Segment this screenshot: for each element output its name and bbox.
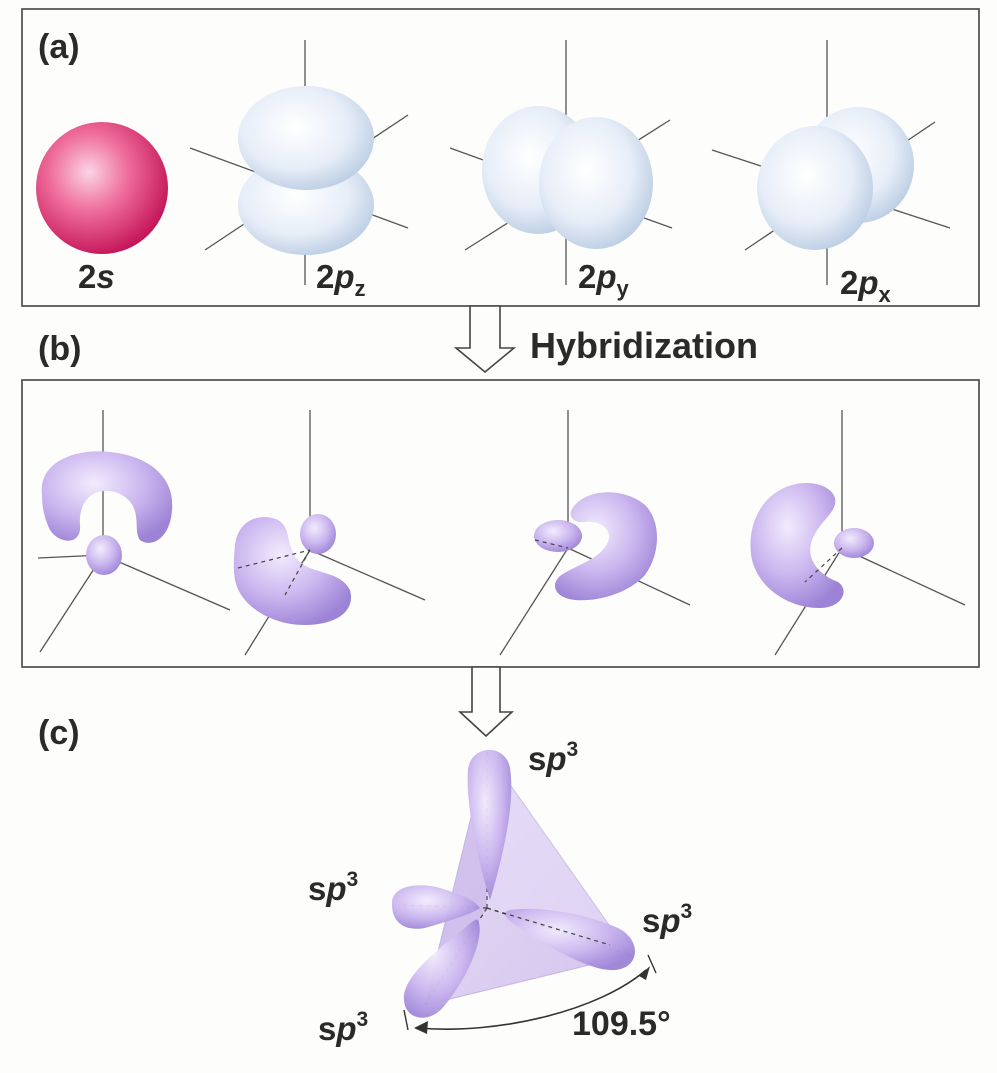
combine-arrow	[457, 666, 515, 738]
sp3-lobe-left	[391, 885, 480, 929]
orbital-2py	[449, 40, 673, 285]
hybrid-orbital-2	[233, 410, 426, 656]
sp3-lobe-bottom	[403, 919, 480, 1018]
sp3-label-top: sp3	[528, 738, 578, 777]
sp3-label-left: sp3	[308, 868, 358, 907]
sp3-lobe-right	[505, 908, 635, 971]
hybrid-orbital-1	[37, 410, 231, 653]
orbital-2px	[711, 40, 951, 285]
sp3-lobe-top	[467, 749, 512, 900]
sp3-label-right: sp3	[642, 900, 692, 939]
orbital-2s	[36, 122, 168, 254]
panel-b-label: (b)	[38, 330, 81, 368]
hybridization-arrow	[453, 305, 517, 374]
label-2pz: 2pz	[316, 258, 366, 301]
label-2s: 2s	[78, 258, 115, 295]
label-2py: 2py	[578, 258, 630, 301]
orbital-2pz	[189, 40, 409, 285]
sp3-tetrahedron	[391, 749, 635, 1018]
panel-c-label: (c)	[38, 714, 80, 752]
bond-angle-label: 109.5°	[572, 1005, 671, 1043]
sp3-label-bottom: sp3	[318, 1008, 368, 1047]
hybrid-orbital-4	[750, 410, 966, 656]
bond-angle-arc	[403, 954, 657, 1034]
panel-a-label: (a)	[38, 28, 80, 66]
hybridization-label: Hybridization	[530, 325, 758, 366]
hybrid-orbital-3	[499, 410, 691, 656]
label-2px: 2px	[840, 264, 892, 307]
